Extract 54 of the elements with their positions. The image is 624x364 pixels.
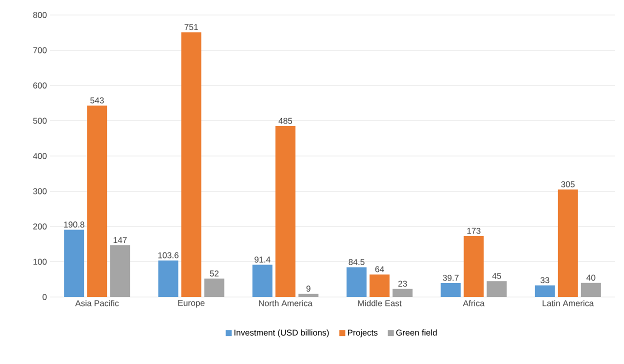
bar	[392, 288, 413, 297]
data-label: 751	[184, 24, 198, 30]
y-tick-label: 400	[33, 153, 47, 159]
bar	[558, 189, 578, 297]
bar	[370, 274, 390, 297]
bar	[181, 32, 202, 297]
y-tick-label: 300	[33, 188, 47, 194]
y-tick-label: 600	[33, 82, 47, 88]
y-tick-label: 500	[33, 118, 47, 124]
data-label: 173	[467, 228, 480, 234]
bar	[486, 281, 507, 297]
bar	[580, 282, 601, 297]
bar	[64, 230, 84, 297]
bar	[346, 267, 367, 297]
legend-label: Projects	[348, 329, 378, 338]
data-label: 91.4	[254, 256, 270, 263]
data-label: 9	[306, 286, 310, 292]
data-label: 84.5	[348, 259, 364, 266]
legend-label: Green field	[396, 329, 437, 336]
x-tick-label: Europe	[178, 300, 205, 308]
bar	[275, 126, 296, 297]
data-label: 64	[375, 266, 384, 272]
data-label: 305	[561, 181, 575, 188]
data-label: 485	[278, 118, 292, 124]
x-tick-label: Africa	[462, 300, 485, 306]
y-tick-label: 800	[33, 12, 47, 18]
data-label: 33	[540, 277, 550, 284]
bar	[204, 278, 224, 297]
legend-label: Investment (USD billions)	[234, 329, 329, 338]
data-label: 52	[210, 270, 219, 276]
x-tick-label: Latin America	[542, 300, 594, 306]
bar	[158, 260, 178, 297]
y-tick-label: 0	[42, 294, 47, 300]
data-label: 40	[586, 274, 596, 281]
data-label: 23	[398, 280, 407, 287]
data-label: 103.6	[158, 252, 178, 258]
x-tick-label: Middle East	[358, 300, 402, 306]
data-label: 543	[90, 97, 104, 104]
data-label: 190.8	[64, 222, 84, 228]
bar	[110, 245, 130, 297]
y-tick-label: 200	[33, 224, 47, 230]
bar	[440, 283, 461, 297]
data-label: 147	[114, 237, 127, 243]
bar	[464, 236, 484, 297]
y-tick-label: 100	[33, 258, 47, 265]
bar	[87, 106, 108, 297]
bar	[298, 294, 318, 297]
y-tick-label: 700	[33, 47, 47, 54]
x-tick-label: Asia Pacific	[75, 300, 119, 306]
bar	[252, 264, 272, 297]
bar	[534, 285, 555, 297]
data-label: 45	[492, 273, 502, 279]
x-tick-label: North America	[259, 300, 312, 306]
data-label: 39.7	[442, 274, 459, 281]
